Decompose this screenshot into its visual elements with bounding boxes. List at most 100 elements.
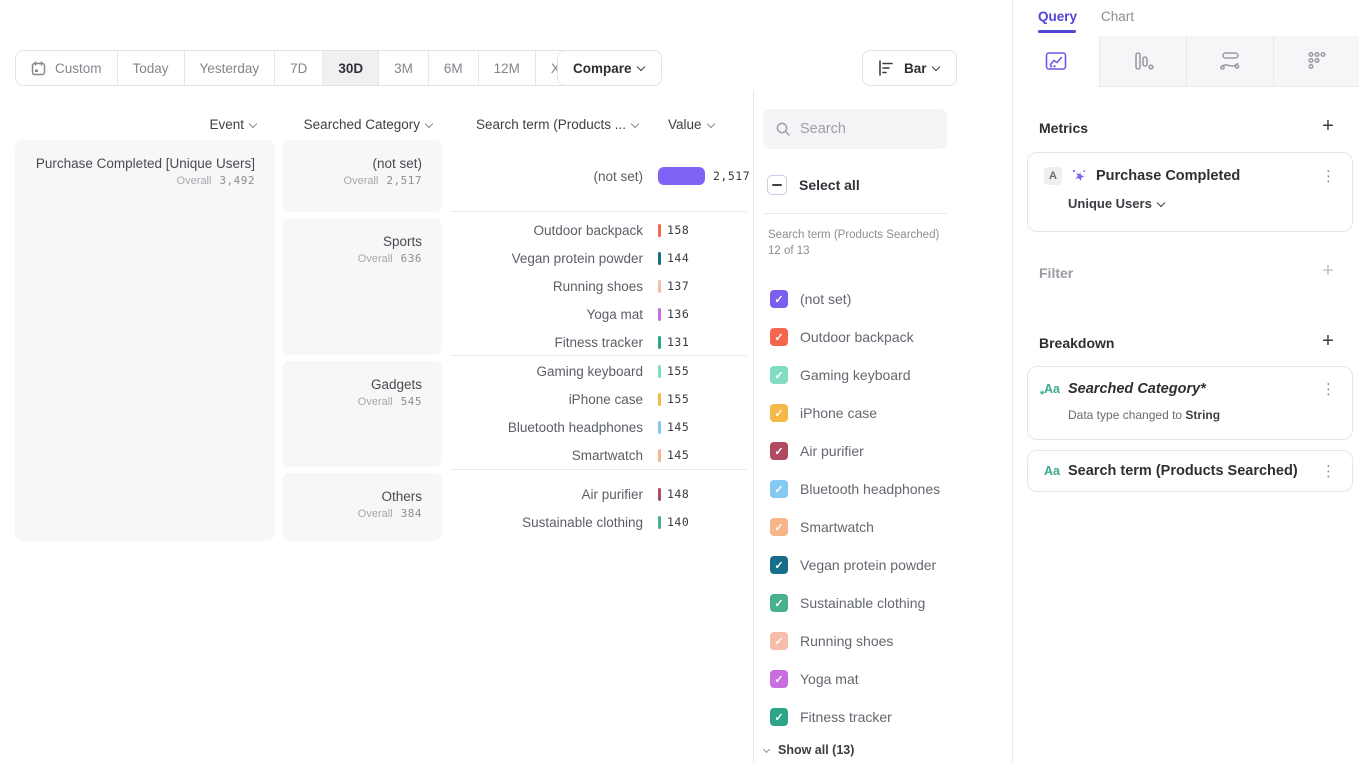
checkbox-checked-icon[interactable]: ✓	[770, 518, 788, 536]
tab-retention[interactable]	[1273, 36, 1359, 87]
value-label: 144	[667, 251, 690, 265]
search-term-row[interactable]: Bluetooth headphones 145	[450, 413, 747, 441]
compare-button[interactable]: Compare	[557, 50, 662, 86]
filter-item[interactable]: ✓ Outdoor backpack	[754, 318, 1012, 356]
category-overall: Overall 636	[357, 252, 422, 265]
checkbox-checked-icon[interactable]: ✓	[770, 708, 788, 726]
search-box[interactable]	[763, 109, 947, 149]
search-term-row[interactable]: Yoga mat 136	[450, 300, 747, 328]
category-cell[interactable]: Gadgets Overall 545	[282, 361, 442, 467]
search-term-row[interactable]: Vegan protein powder 144	[450, 244, 747, 272]
metric-card[interactable]: A Purchase Completed ⋮ Unique Users	[1027, 152, 1353, 232]
column-header-search-term[interactable]: Search term (Products ...	[450, 117, 640, 132]
filter-item-label: Gaming keyboard	[800, 367, 911, 383]
date-range-option[interactable]: Yesterday	[184, 51, 276, 85]
kebab-menu-icon[interactable]: ⋮	[1321, 167, 1336, 185]
metric-badge: A	[1044, 167, 1062, 185]
checkbox-indeterminate-icon[interactable]	[767, 175, 787, 195]
search-term-row[interactable]: Air purifier 148	[450, 480, 747, 508]
event-cell[interactable]: Purchase Completed [Unique Users] Overal…	[15, 140, 275, 541]
tab-flows[interactable]	[1186, 36, 1273, 87]
column-header-value[interactable]: Value	[668, 117, 716, 132]
search-term-row[interactable]: Gaming keyboard 155	[450, 357, 747, 385]
checkbox-checked-icon[interactable]: ✓	[770, 366, 788, 384]
search-term-label: Vegan protein powder	[511, 250, 643, 266]
checkbox-checked-icon[interactable]: ✓	[770, 290, 788, 308]
search-term-row[interactable]: Sustainable clothing 140	[450, 508, 747, 536]
column-header-event[interactable]: Event	[15, 117, 258, 132]
filter-item[interactable]: ✓ Bluetooth headphones	[754, 470, 1012, 508]
checkbox-checked-icon[interactable]: ✓	[770, 594, 788, 612]
search-term-label: Fitness tracker	[554, 334, 643, 350]
filter-item[interactable]: ✓ Vegan protein powder	[754, 546, 1012, 584]
filter-item[interactable]: ✓ Yoga mat	[754, 660, 1012, 698]
date-range-label: 7D	[290, 60, 308, 76]
checkbox-checked-icon[interactable]: ✓	[770, 404, 788, 422]
chevron-down-icon	[931, 62, 940, 72]
category-cell[interactable]: Sports Overall 636	[282, 218, 442, 355]
date-range-label: 30D	[338, 60, 364, 76]
date-range-option[interactable]: 30D	[323, 51, 380, 85]
search-term-row[interactable]: Smartwatch 145	[450, 441, 747, 469]
filter-item[interactable]: ✓ Air purifier	[754, 432, 1012, 470]
value-label: 155	[667, 392, 690, 406]
tab-insights[interactable]	[1013, 36, 1099, 87]
date-range-option[interactable]: 3M	[379, 51, 429, 85]
filter-item[interactable]: ✓ (not set)	[754, 280, 1012, 318]
checkbox-checked-icon[interactable]: ✓	[770, 632, 788, 650]
filter-item-label: Outdoor backpack	[800, 329, 914, 345]
value-label: 140	[667, 515, 690, 529]
tab-chart[interactable]: Chart	[1101, 9, 1135, 24]
breakdown-card-searched-category[interactable]: Aa * Searched Category* ⋮ Data type chang…	[1027, 366, 1353, 440]
kebab-menu-icon[interactable]: ⋮	[1321, 462, 1336, 480]
column-header-category[interactable]: Searched Category	[282, 117, 434, 132]
chart-type-button[interactable]: Bar	[862, 50, 957, 86]
checkbox-checked-icon[interactable]: ✓	[770, 442, 788, 460]
filter-item-label: Running shoes	[800, 633, 894, 649]
add-metric-button[interactable]: +	[1322, 115, 1334, 137]
checkbox-checked-icon[interactable]: ✓	[770, 480, 788, 498]
show-all-button[interactable]: Show all (13)	[762, 738, 1012, 762]
chevron-down-icon	[248, 120, 258, 129]
tab-funnels[interactable]	[1099, 36, 1186, 87]
date-range-option[interactable]: 6M	[428, 51, 479, 85]
chart-type-label: Bar	[904, 60, 927, 76]
compare-label: Compare	[573, 60, 632, 76]
search-term-row[interactable]: (not set) 2,517	[450, 162, 750, 190]
search-term-label: Sustainable clothing	[522, 514, 643, 530]
filter-item[interactable]: ✓ Gaming keyboard	[754, 356, 1012, 394]
search-term-label: Air purifier	[581, 486, 643, 502]
search-icon	[775, 121, 791, 137]
metric-aggregation[interactable]: Unique Users	[1068, 196, 1338, 211]
kebab-menu-icon[interactable]: ⋮	[1321, 380, 1336, 398]
checkbox-checked-icon[interactable]: ✓	[770, 328, 788, 346]
search-term-row[interactable]: Running shoes 137	[450, 272, 747, 300]
category-cell[interactable]: Others Overall 384	[282, 473, 442, 541]
tab-query[interactable]: Query	[1038, 9, 1078, 24]
search-term-row[interactable]: Outdoor backpack 158	[450, 216, 747, 244]
filter-item[interactable]: ✓ Running shoes	[754, 622, 1012, 660]
retention-icon	[1306, 50, 1328, 72]
category-cell[interactable]: (not set) Overall 2,517	[282, 140, 442, 212]
date-range-option[interactable]: Today	[117, 51, 185, 85]
select-all-row[interactable]: Select all	[767, 175, 1012, 195]
search-input[interactable]	[800, 121, 930, 137]
add-breakdown-button[interactable]: +	[1322, 330, 1334, 352]
checkbox-checked-icon[interactable]: ✓	[770, 670, 788, 688]
filter-item[interactable]: ✓ Smartwatch	[754, 508, 1012, 546]
date-range-option[interactable]: 7D	[275, 51, 324, 85]
search-term-row[interactable]: iPhone case 155	[450, 385, 747, 413]
filter-item[interactable]: ✓ Fitness tracker	[754, 698, 1012, 736]
date-range-option[interactable]: Custom	[16, 51, 118, 85]
checkbox-checked-icon[interactable]: ✓	[770, 556, 788, 574]
filter-item[interactable]: ✓ iPhone case	[754, 394, 1012, 432]
add-filter-button[interactable]: +	[1322, 260, 1334, 282]
value-bar	[658, 448, 661, 462]
value-label: 131	[667, 335, 690, 349]
breakdown-card-search-term[interactable]: Aa Search term (Products Searched) ⋮	[1027, 450, 1353, 492]
date-range-option[interactable]: 12M	[478, 51, 536, 85]
value-label: 145	[667, 448, 690, 462]
search-term-group: Gaming keyboard 155 iPhone case 155 Blue…	[450, 356, 747, 470]
filter-item[interactable]: ✓ Sustainable clothing	[754, 584, 1012, 622]
search-term-row[interactable]: Fitness tracker 131	[450, 328, 747, 356]
